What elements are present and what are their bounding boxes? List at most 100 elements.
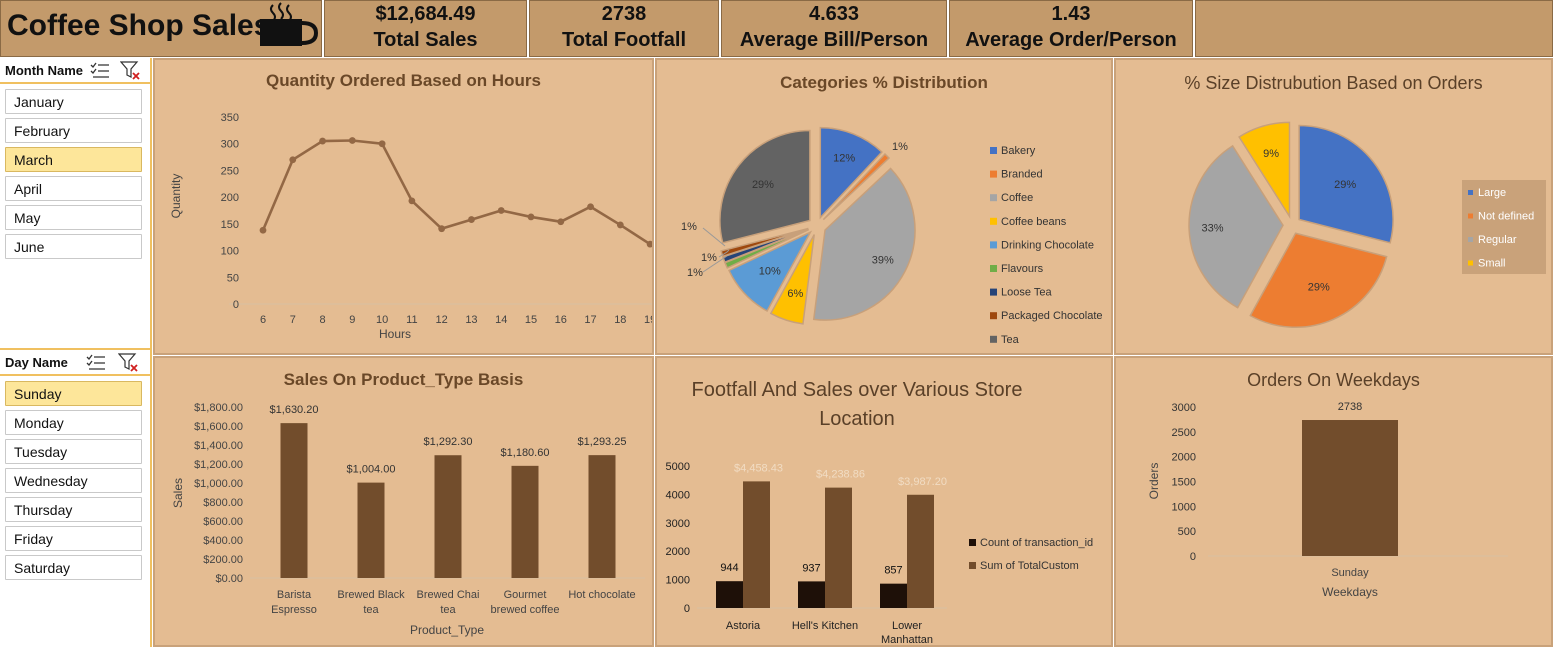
bar-value-label: $1,004.00 [347,464,396,476]
legend-swatch [1468,261,1473,266]
legend-label: Bakery [1001,145,1036,157]
y-tick-label: 3000 [666,518,690,530]
y-tick-label: $1,400.00 [194,440,243,452]
x-axis-title: Hours [379,327,411,341]
chart-title: Orders On Weekdays [1116,370,1551,391]
bar [435,455,462,578]
x-tick-label: Barista [277,589,312,601]
chart-title: Footfall And Sales over Various Store Lo… [677,376,1037,434]
y-tick-label: 1500 [1172,477,1196,489]
pie-value-label: 29% [1334,179,1356,191]
legend-label: Packaged Chocolate [1001,310,1103,322]
slicer-item-june[interactable]: June [5,234,142,259]
slicer-item-april[interactable]: April [5,176,142,201]
slicer-item-tuesday[interactable]: Tuesday [5,439,142,464]
data-point [349,137,356,144]
legend-label: Large [1478,187,1506,199]
pie-value-label: 1% [892,141,908,153]
clear-filter-icon[interactable] [118,353,140,373]
kpi-average-order: 1.43 Average Order/Person [949,0,1193,57]
kpi-label: Total Sales [325,26,526,54]
slicer-item-may[interactable]: May [5,205,142,230]
data-point [528,214,535,221]
y-tick-label: $1,200.00 [194,459,243,471]
data-point [260,227,267,234]
y-tick-label: 1000 [666,575,690,587]
x-tick-label: Sunday [1331,567,1369,579]
bar [1302,420,1398,556]
month-slicer-header: Month Name [0,58,150,84]
data-point [438,225,445,232]
multi-select-icon[interactable] [86,354,106,372]
series-line [263,141,650,245]
legend-label: Not defined [1478,211,1534,223]
y-tick-label: 2000 [1172,452,1196,464]
pie-value-label: 12% [833,152,855,164]
legend-label: Branded [1001,169,1043,181]
x-tick-label: 18 [614,314,626,326]
data-point [468,216,475,223]
legend-label: Flavours [1001,263,1044,275]
x-tick-label: 6 [260,314,266,326]
y-tick-label: $0.00 [215,573,243,585]
slicer-item-friday[interactable]: Friday [5,526,142,551]
x-tick-label: 15 [525,314,537,326]
y-tick-label: 3000 [1172,402,1196,414]
data-point [379,140,386,147]
y-tick-label: 200 [221,192,239,204]
multi-select-icon[interactable] [90,62,110,80]
slicer-item-saturday[interactable]: Saturday [5,555,142,580]
y-tick-label: 250 [221,165,239,177]
x-tick-label: Brewed Chai [417,589,480,601]
y-tick-label: 300 [221,139,239,151]
y-tick-label: 0 [233,299,239,311]
hours-chart-panel: Quantity Ordered Based on Hours 0 50 100 15… [153,58,654,355]
slicer-item-wednesday[interactable]: Wednesday [5,468,142,493]
coffee-cup-icon [257,1,319,51]
legend-swatch [1468,190,1473,195]
slicer-item-march[interactable]: March [5,147,142,172]
slicer-item-thursday[interactable]: Thursday [5,497,142,522]
dashboard-header: Coffee Shop Sales [0,0,322,57]
weekdays-chart-panel: Orders On Weekdays 0 500 1000 1500 2000 2500 3… [1114,356,1553,647]
kpi-total-sales: $12,684.49 Total Sales [324,0,527,57]
pie-value-label: 1% [681,221,697,233]
y-tick-label: 1000 [1172,501,1196,513]
legend-label: Tea [1001,334,1020,346]
slicer-item-january[interactable]: January [5,89,142,114]
kpi-label: Average Order/Person [950,26,1192,54]
bar [880,584,907,608]
bar-value-label: $1,293.25 [578,436,627,448]
bar-value-label: $1,292.30 [424,436,473,448]
day-slicer: Day Name Sunday Monday Tuesday Wednesday… [0,348,152,647]
slicer-item-sunday[interactable]: Sunday [5,381,142,406]
sizes-chart-panel: % Size Distrubution Based on Orders 29% 2… [1114,58,1553,355]
clear-filter-icon[interactable] [120,61,142,81]
y-axis-title: Orders [1147,463,1161,500]
bar-value-label: 937 [802,562,820,574]
categories-pie-chart: 12%1%39%6%10%1%1%1%29%BakeryBrandedCoffe… [657,60,1111,353]
pie-value-label: 39% [872,255,894,267]
kpi-value: 1.43 [950,2,1192,26]
kpi-total-footfall: 2738 Total Footfall [529,0,719,57]
y-axis-title: Sales [171,478,185,508]
data-point [498,207,505,214]
slicer-item-february[interactable]: February [5,118,142,143]
kpi-value: 2738 [530,2,718,26]
data-point [587,203,594,210]
x-tick-label: 17 [584,314,596,326]
bar [743,481,770,608]
chart-title: % Size Distrubution Based on Orders [1116,73,1551,94]
hours-line-chart: 0 50 100 150 200 250 300 350 6 7 8 9 10 11 12 13 14 15 16 1… [155,60,652,353]
pie-value-label: 1% [701,252,717,264]
day-slicer-title: Day Name [5,355,68,370]
x-tick-label: brewed coffee [491,604,560,616]
bar-value-label: $4,458.43 [734,462,783,474]
legend-swatch [1468,214,1473,219]
categories-chart-panel: Categories % Distribution 12% 1% 39% 6% 10% 1… [655,58,1113,355]
legend-label: Drinking Chocolate [1001,239,1094,251]
data-point [289,156,296,163]
slicer-item-monday[interactable]: Monday [5,410,142,435]
x-tick-label: 12 [436,314,448,326]
data-point [617,222,624,229]
